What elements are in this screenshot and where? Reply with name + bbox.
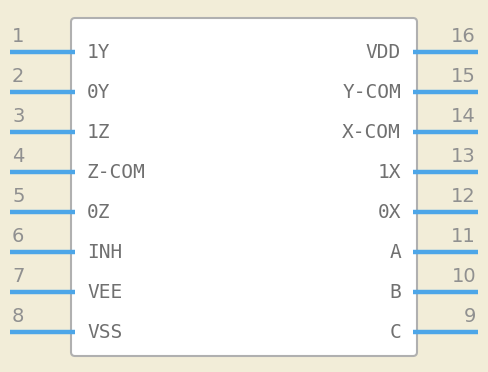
Text: 7: 7 [12,267,24,286]
Text: 0X: 0X [378,202,401,221]
Text: 0Y: 0Y [87,83,110,102]
Text: X-COM: X-COM [342,122,401,141]
Text: VSS: VSS [87,323,122,341]
Text: INH: INH [87,243,122,262]
Text: 11: 11 [451,227,476,246]
Text: 0Z: 0Z [87,202,110,221]
Text: 10: 10 [451,267,476,286]
Text: A: A [389,243,401,262]
Text: 12: 12 [451,187,476,206]
Text: 1: 1 [12,27,24,46]
Text: 1X: 1X [378,163,401,182]
Text: VEE: VEE [87,282,122,301]
Text: 14: 14 [451,107,476,126]
Text: Z-COM: Z-COM [87,163,146,182]
Text: 9: 9 [464,307,476,326]
Text: 3: 3 [12,107,24,126]
Text: VDD: VDD [366,42,401,61]
Text: 4: 4 [12,147,24,166]
Text: 13: 13 [451,147,476,166]
Text: 5: 5 [12,187,24,206]
Text: 8: 8 [12,307,24,326]
Text: 15: 15 [451,67,476,86]
Text: 6: 6 [12,227,24,246]
Text: 16: 16 [451,27,476,46]
Text: B: B [389,282,401,301]
Text: 1Z: 1Z [87,122,110,141]
Text: 2: 2 [12,67,24,86]
Text: C: C [389,323,401,341]
FancyBboxPatch shape [71,18,417,356]
Text: 1Y: 1Y [87,42,110,61]
Text: Y-COM: Y-COM [342,83,401,102]
